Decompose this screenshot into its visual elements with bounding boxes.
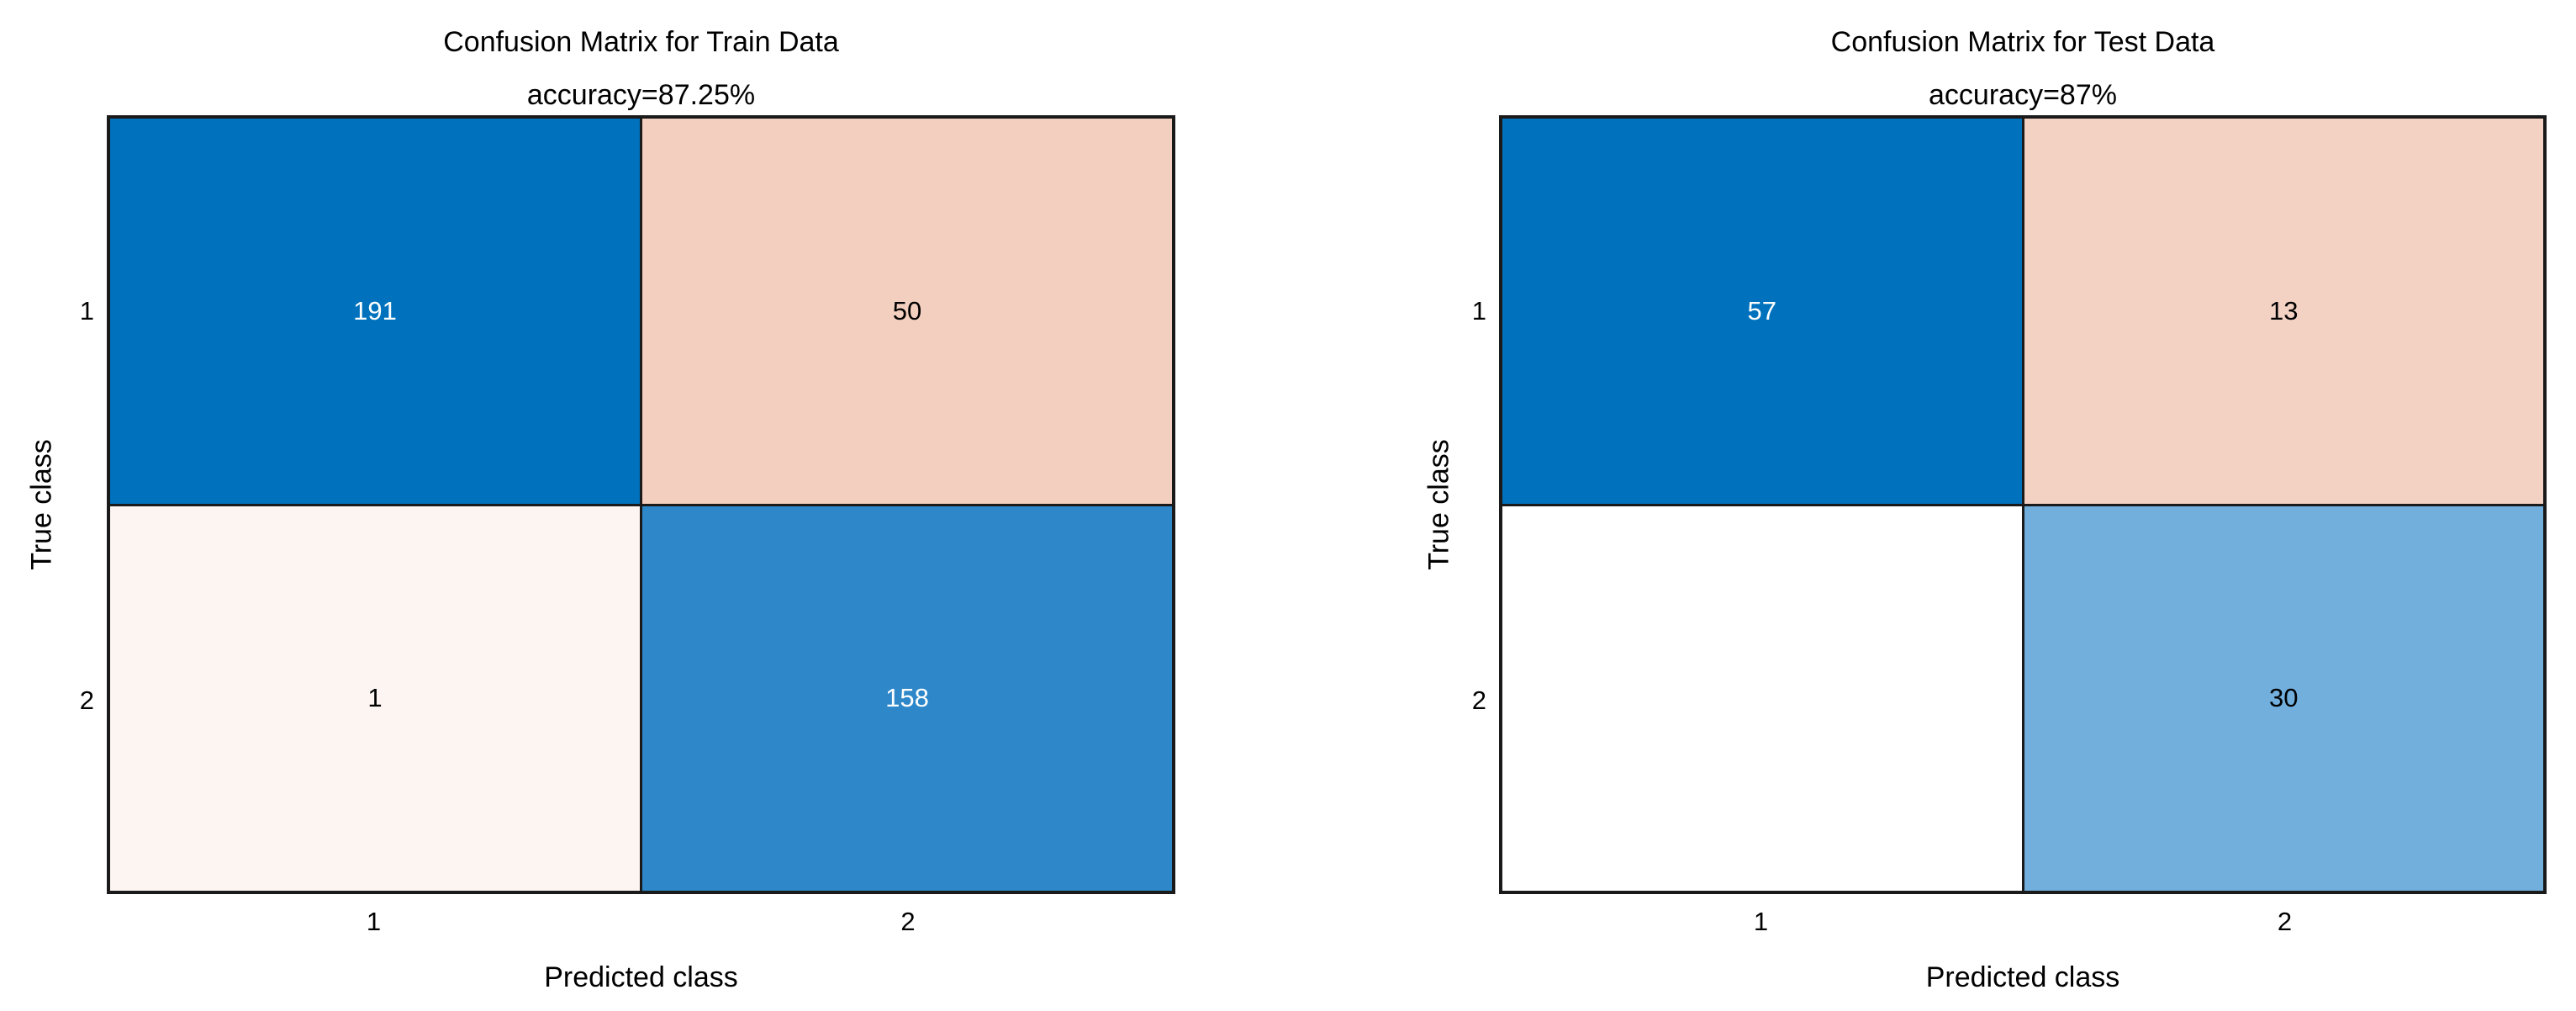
train-accuracy-subtitle: accuracy=87.25% [526,79,756,111]
train-chart-title: Confusion Matrix for Train Data [443,26,839,58]
train-matrix-grid: 191 50 1 158 [107,115,1175,894]
test-x-tick-1: 1 [1753,907,1769,936]
test-accuracy-subtitle: accuracy=87% [1929,79,2117,111]
test-cell-true2-pred2: 30 [2024,506,2543,891]
train-x-axis-label: Predicted class [544,961,738,993]
test-cell-true1-pred1: 57 [1502,119,2022,504]
test-matrix-grid: 57 13 30 [1499,115,2547,894]
test-y-tick-2: 2 [1471,685,1486,715]
train-x-tick-1: 1 [366,907,382,936]
train-cell-true2-pred2: 158 [642,506,1172,891]
train-cell-true1-pred1: 191 [110,119,640,504]
test-chart-title: Confusion Matrix for Test Data [1830,26,2215,58]
test-cell-true1-pred2: 13 [2024,119,2543,504]
test-y-axis-label: True class [1423,439,1455,570]
test-title-block: Confusion Matrix for Test Data accuracy=… [1499,16,2547,122]
train-x-tick-2: 2 [900,907,916,936]
test-x-tick-2: 2 [2277,907,2293,936]
train-y-tick-1: 1 [79,296,94,326]
train-title-block: Confusion Matrix for Train Data accuracy… [107,16,1175,122]
test-cell-true2-pred1 [1502,506,2022,891]
test-y-tick-1: 1 [1471,296,1486,326]
test-x-axis-label: Predicted class [1925,961,2120,993]
train-cell-true1-pred2: 50 [642,119,1172,504]
train-cell-true2-pred1: 1 [110,506,640,891]
train-y-axis-label: True class [25,439,58,570]
train-y-tick-2: 2 [79,685,94,715]
